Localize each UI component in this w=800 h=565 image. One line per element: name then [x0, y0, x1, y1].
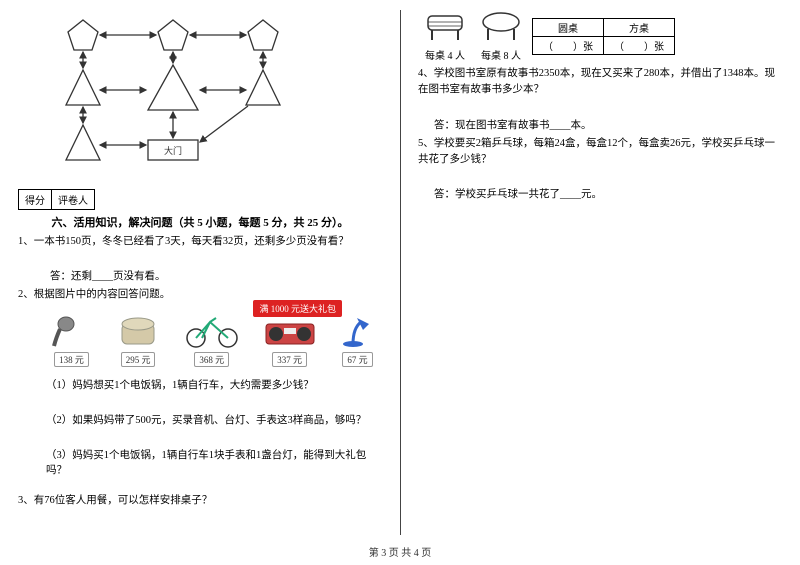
th-round: 圆桌	[533, 18, 604, 36]
column-divider	[400, 10, 401, 535]
radio-icon	[262, 314, 318, 348]
product-ricecooker: 295 元	[109, 314, 167, 367]
grader-label: 评卷人	[52, 189, 95, 210]
question-1: 1、一本书150页，冬冬已经看了3天，每天看32页，还剩多少页没有看？	[18, 234, 382, 250]
product-radio: 337 元	[256, 314, 323, 367]
product-lamp: 67 元	[333, 314, 382, 367]
section-6-title: 六、活用知识，解决问题（共 5 小题，每题 5 分，共 25 分）。	[18, 214, 382, 230]
lamp-icon	[339, 314, 375, 348]
price-lamp: 67 元	[342, 352, 372, 367]
answer-5: 答：学校买乒乓球一共花了____元。	[434, 186, 782, 201]
tables-row: 每桌 4 人 每桌 8 人 圆桌 方桌 （ ）张 （ ）张	[420, 10, 782, 62]
cell-round: （ ）张	[533, 36, 604, 54]
ricecooker-icon	[116, 314, 160, 348]
question-2-1: （1）妈妈想买1个电饭锅，1辆自行车，大约需要多少钱？	[46, 377, 382, 392]
square-table-block: 每桌 4 人	[420, 10, 470, 62]
round-table-block: 每桌 8 人	[476, 10, 526, 62]
question-3: 3、有76位客人用餐，可以怎样安排桌子？	[18, 493, 382, 509]
watch-icon	[52, 314, 92, 348]
question-2-3: （3）妈妈买1个电饭锅，1辆自行车1块手表和1盏台灯，能得到大礼包吗？	[46, 447, 382, 477]
page-footer: 第 3 页 共 4 页	[0, 544, 800, 559]
answer-4: 答：现在图书室有故事书____本。	[434, 117, 782, 132]
question-2-2: （2）如果妈妈带了500元，买录音机、台灯、手表这3样商品，够吗？	[46, 412, 382, 427]
promo-banner: 满 1000 元送大礼包	[253, 300, 342, 317]
question-5: 5、学校要买2箱乒乓球，每箱24盒，每盒12个，每盒卖26元，学校买乒乓球一共花…	[418, 136, 782, 169]
cell-square: （ ）张	[604, 36, 675, 54]
price-ricecooker: 295 元	[121, 352, 156, 367]
products-row: 满 1000 元送大礼包 138 元 295 元 368 元 337 元 67 …	[44, 310, 382, 367]
square-table-icon	[420, 10, 470, 44]
shapes-diagram: 大门	[48, 10, 308, 180]
price-bicycle: 368 元	[194, 352, 229, 367]
right-column: 每桌 4 人 每桌 8 人 圆桌 方桌 （ ）张 （ ）张	[400, 0, 800, 540]
square-table-caption: 每桌 4 人	[420, 47, 470, 62]
seating-table: 圆桌 方桌 （ ）张 （ ）张	[532, 18, 675, 55]
left-column: 大门 得分 评卷人 六、活用知识，解决问题（共 5	[0, 0, 400, 540]
door-label: 大门	[164, 145, 182, 156]
price-radio: 337 元	[272, 352, 307, 367]
round-table-caption: 每桌 8 人	[476, 47, 526, 62]
round-table-icon	[476, 10, 526, 44]
product-watch: 138 元	[44, 314, 99, 367]
answer-1: 答：还剩____页没有看。	[50, 268, 382, 283]
score-box: 得分 评卷人	[18, 189, 382, 210]
price-watch: 138 元	[54, 352, 89, 367]
th-square: 方桌	[604, 18, 675, 36]
bicycle-icon	[182, 310, 242, 348]
score-label: 得分	[18, 189, 52, 210]
question-4: 4、学校图书室原有故事书2350本，现在又买来了280本，并借出了1348本。现…	[418, 66, 782, 99]
product-bicycle: 368 元	[177, 310, 246, 367]
